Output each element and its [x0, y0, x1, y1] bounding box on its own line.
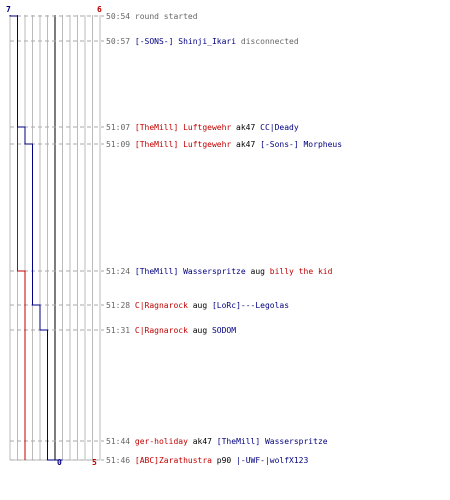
- event-part: aug: [188, 301, 212, 310]
- event-part: [TheMill] Wasserspritze: [135, 267, 246, 276]
- event-time: 51:46: [106, 456, 135, 465]
- event-part: p90: [212, 456, 236, 465]
- event-part: ger-holiday: [135, 437, 188, 446]
- event-part: round started: [135, 12, 198, 21]
- event-dash-lines: [10, 15, 104, 461]
- event-part: [ABC]Zarathustra: [135, 456, 212, 465]
- event-row: 50:54 round started: [106, 12, 198, 21]
- event-row: 50:57 [-SONS-] Shinji_Ikari disconnected: [106, 37, 299, 46]
- blue-score-start: 7: [6, 5, 11, 14]
- event-row: 51:46 [ABC]Zarathustra p90 |-UWF-|wolfX1…: [106, 456, 308, 465]
- event-part: ak47: [231, 123, 260, 132]
- event-row: 51:24 [TheMill] Wasserspritze aug billy …: [106, 267, 333, 276]
- event-part: [TheMill] Luftgewehr: [135, 140, 232, 149]
- event-time: 51:24: [106, 267, 135, 276]
- event-time: 51:44: [106, 437, 135, 446]
- event-labels: 50:54 round started 50:57 [-SONS-] Shinji…: [106, 12, 342, 465]
- event-time: 51:31: [106, 326, 135, 335]
- event-part: aug: [188, 326, 212, 335]
- event-time: 50:54: [106, 12, 135, 21]
- event-row: 51:44 ger-holiday ak47 [TheMill] Wassers…: [106, 437, 328, 446]
- event-time: 51:28: [106, 301, 135, 310]
- event-part: disconnected: [236, 37, 299, 46]
- event-part: SODOM: [212, 326, 236, 335]
- blue-score-end: 0: [57, 458, 62, 467]
- event-part: ak47: [188, 437, 217, 446]
- event-part: [TheMill] Luftgewehr: [135, 123, 232, 132]
- red-score-start: 6: [97, 5, 102, 14]
- event-part: [-Sons-] Morpheus: [260, 140, 342, 149]
- event-part: C|Ragnarock: [135, 326, 188, 335]
- event-part: [-SONS-] Shinji_Ikari: [135, 37, 236, 46]
- event-time: 51:09: [106, 140, 135, 149]
- blue-team-step-line: [9, 15, 63, 461]
- event-row: 51:07 [TheMill] Luftgewehr ak47 CC|Deady: [106, 123, 299, 132]
- red-score-end: 5: [92, 458, 97, 467]
- event-time: 50:57: [106, 37, 135, 46]
- event-part: billy the kid: [270, 267, 333, 276]
- timeline-grid: [9, 15, 101, 461]
- red-team-step-line: [17, 15, 26, 460]
- event-part: C|Ragnarock: [135, 301, 188, 310]
- event-part: CC|Deady: [260, 123, 299, 132]
- event-time: 51:07: [106, 123, 135, 132]
- event-part: [TheMill] Wasserspritze: [217, 437, 328, 446]
- event-part: |-UWF-|wolfX123: [236, 456, 308, 465]
- team-step-lines: [9, 15, 63, 461]
- event-row: 51:09 [TheMill] Luftgewehr ak47 [-Sons-]…: [106, 140, 342, 149]
- event-row: 51:31 C|Ragnarock aug SODOM: [106, 326, 236, 335]
- event-part: aug: [246, 267, 270, 276]
- event-part: ak47: [231, 140, 260, 149]
- event-part: [LoRc]---Legolas: [212, 301, 289, 310]
- event-row: 51:28 C|Ragnarock aug [LoRc]---Legolas: [106, 301, 289, 310]
